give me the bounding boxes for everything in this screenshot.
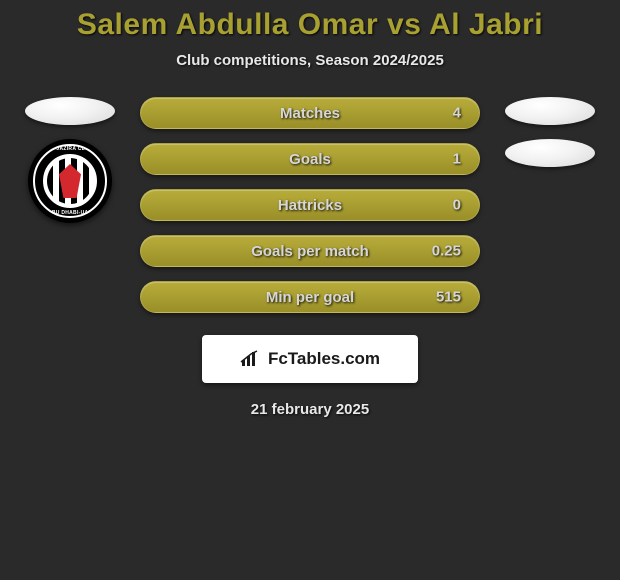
bar-chart-icon — [240, 350, 262, 368]
stat-value: 4 — [453, 105, 461, 122]
badge-text-bottom: ABU DHABI-UAE — [33, 210, 107, 216]
stat-bar-min-per-goal: Min per goal 515 — [140, 281, 480, 313]
badge-text-top: AL-JAZIRA CLUB — [33, 146, 107, 152]
left-player-column: AL-JAZIRA CLUB ABU DHABI-UAE — [20, 97, 120, 313]
stat-bar-goals-per-match: Goals per match 0.25 — [140, 235, 480, 267]
stat-label: Min per goal — [266, 289, 354, 306]
stat-bar-hattricks: Hattricks 0 — [140, 189, 480, 221]
comparison-area: AL-JAZIRA CLUB ABU DHABI-UAE Matches 4 G… — [0, 97, 620, 313]
stat-bar-matches: Matches 4 — [140, 97, 480, 129]
stats-column: Matches 4 Goals 1 Hattricks 0 Goals per … — [140, 97, 480, 313]
right-player-marker-1 — [505, 97, 595, 125]
right-player-column — [500, 97, 600, 313]
footer-date: 21 february 2025 — [0, 401, 620, 418]
stat-value: 0 — [453, 197, 461, 214]
right-player-marker-2 — [505, 139, 595, 167]
stat-value: 0.25 — [432, 243, 461, 260]
stat-value: 1 — [453, 151, 461, 168]
stat-label: Goals per match — [251, 243, 369, 260]
stat-bar-goals: Goals 1 — [140, 143, 480, 175]
comparison-title: Salem Abdulla Omar vs Al Jabri — [0, 8, 620, 42]
left-player-marker — [25, 97, 115, 125]
brand-text: FcTables.com — [268, 349, 380, 369]
infographic-root: Salem Abdulla Omar vs Al Jabri Club comp… — [0, 0, 620, 418]
stat-label: Goals — [289, 151, 331, 168]
left-club-badge: AL-JAZIRA CLUB ABU DHABI-UAE — [28, 139, 112, 223]
stat-value: 515 — [436, 289, 461, 306]
stat-label: Matches — [280, 105, 340, 122]
brand-badge[interactable]: FcTables.com — [202, 335, 418, 383]
stat-label: Hattricks — [278, 197, 342, 214]
comparison-subtitle: Club competitions, Season 2024/2025 — [0, 52, 620, 69]
